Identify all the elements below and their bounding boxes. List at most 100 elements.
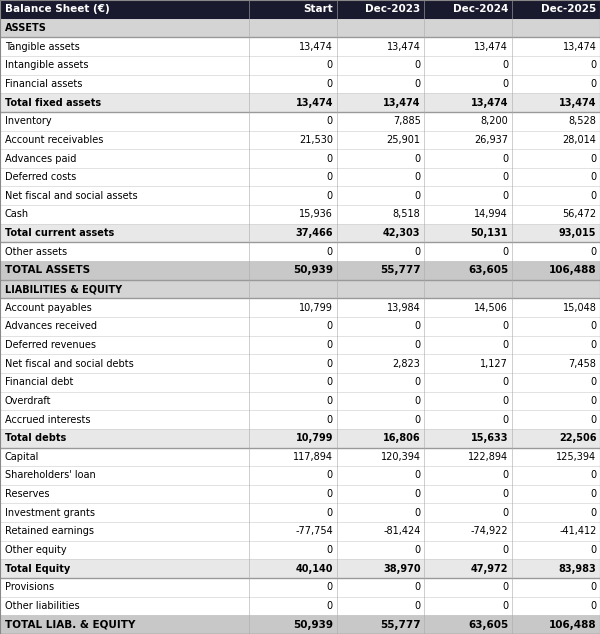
Text: Dec-2024: Dec-2024 (453, 4, 508, 15)
Text: 0: 0 (327, 359, 333, 368)
Text: Accrued interests: Accrued interests (5, 415, 90, 425)
Text: 7,885: 7,885 (393, 116, 421, 126)
Text: Dec-2025: Dec-2025 (541, 4, 596, 15)
Text: 0: 0 (502, 321, 508, 332)
Text: 0: 0 (590, 172, 596, 182)
Text: Deferred costs: Deferred costs (5, 172, 76, 182)
Text: Account payables: Account payables (5, 302, 92, 313)
Text: 0: 0 (590, 508, 596, 518)
Text: 0: 0 (590, 321, 596, 332)
Text: 50,939: 50,939 (293, 266, 333, 275)
Text: 0: 0 (327, 172, 333, 182)
Text: Total debts: Total debts (5, 433, 66, 443)
Text: 0: 0 (415, 489, 421, 499)
Text: Other equity: Other equity (5, 545, 67, 555)
Text: 120,394: 120,394 (380, 452, 421, 462)
Text: 55,777: 55,777 (380, 266, 421, 275)
Text: 22,506: 22,506 (559, 433, 596, 443)
Text: 0: 0 (502, 396, 508, 406)
Text: Net fiscal and social debts: Net fiscal and social debts (5, 359, 134, 368)
Text: Reserves: Reserves (5, 489, 49, 499)
Bar (0, 261, 600, 280)
Text: 0: 0 (327, 470, 333, 481)
Text: 106,488: 106,488 (549, 266, 596, 275)
Text: Intangible assets: Intangible assets (5, 60, 88, 70)
Text: 0: 0 (327, 79, 333, 89)
Text: 0: 0 (327, 583, 333, 592)
Text: 13,474: 13,474 (559, 98, 596, 108)
Text: 0: 0 (415, 508, 421, 518)
Text: Advances received: Advances received (5, 321, 97, 332)
Text: 0: 0 (502, 60, 508, 70)
Bar (0, 149, 600, 168)
Bar (0, 410, 600, 429)
Text: LIABILITIES & EQUITY: LIABILITIES & EQUITY (5, 284, 122, 294)
Text: 0: 0 (590, 60, 596, 70)
Text: 0: 0 (327, 508, 333, 518)
Text: 56,472: 56,472 (562, 209, 596, 219)
Text: 13,474: 13,474 (563, 42, 596, 51)
Bar (0, 578, 600, 597)
Text: -81,424: -81,424 (383, 526, 421, 536)
Text: Balance Sheet (€): Balance Sheet (€) (5, 4, 110, 15)
Text: 0: 0 (327, 60, 333, 70)
Text: 13,474: 13,474 (383, 98, 421, 108)
Text: 0: 0 (415, 79, 421, 89)
Text: 13,474: 13,474 (299, 42, 333, 51)
Text: 0: 0 (327, 153, 333, 164)
Text: 0: 0 (415, 601, 421, 611)
Text: 0: 0 (415, 545, 421, 555)
Text: 15,633: 15,633 (471, 433, 508, 443)
Text: Other assets: Other assets (5, 247, 67, 257)
Bar (0, 541, 600, 559)
Text: 0: 0 (590, 583, 596, 592)
Bar (0, 37, 600, 56)
Text: Total Equity: Total Equity (5, 564, 70, 574)
Text: 0: 0 (415, 247, 421, 257)
Text: 106,488: 106,488 (549, 619, 596, 630)
Text: 37,466: 37,466 (295, 228, 333, 238)
Text: 0: 0 (590, 153, 596, 164)
Text: 0: 0 (590, 415, 596, 425)
Text: 0: 0 (327, 396, 333, 406)
Text: 0: 0 (415, 470, 421, 481)
Text: 83,983: 83,983 (559, 564, 596, 574)
Text: Net fiscal and social assets: Net fiscal and social assets (5, 191, 137, 201)
Text: 0: 0 (590, 545, 596, 555)
Text: 13,984: 13,984 (387, 302, 421, 313)
Text: -74,922: -74,922 (470, 526, 508, 536)
Bar (0, 242, 600, 261)
Text: 50,131: 50,131 (471, 228, 508, 238)
Text: 0: 0 (327, 191, 333, 201)
Text: 0: 0 (502, 172, 508, 182)
Text: 0: 0 (590, 247, 596, 257)
Text: 25,901: 25,901 (386, 135, 421, 145)
Text: 63,605: 63,605 (468, 619, 508, 630)
Text: 0: 0 (502, 489, 508, 499)
Text: 0: 0 (327, 321, 333, 332)
Text: Advances paid: Advances paid (5, 153, 76, 164)
Text: 0: 0 (327, 415, 333, 425)
Text: 47,972: 47,972 (471, 564, 508, 574)
Text: 0: 0 (502, 583, 508, 592)
Bar (0, 354, 600, 373)
Text: 0: 0 (327, 489, 333, 499)
Text: 0: 0 (415, 583, 421, 592)
Text: 16,806: 16,806 (383, 433, 421, 443)
Bar (0, 335, 600, 354)
Bar (0, 299, 600, 317)
Text: 15,936: 15,936 (299, 209, 333, 219)
Bar (0, 186, 600, 205)
Text: 0: 0 (327, 116, 333, 126)
Text: 0: 0 (415, 415, 421, 425)
Text: Overdraft: Overdraft (5, 396, 52, 406)
Text: 40,140: 40,140 (295, 564, 333, 574)
Text: 50,939: 50,939 (293, 619, 333, 630)
Text: 0: 0 (327, 340, 333, 350)
Bar (0, 429, 600, 448)
Text: 0: 0 (590, 489, 596, 499)
Text: 0: 0 (502, 470, 508, 481)
Bar (0, 317, 600, 335)
Text: Deferred revenues: Deferred revenues (5, 340, 96, 350)
Text: 10,799: 10,799 (295, 433, 333, 443)
